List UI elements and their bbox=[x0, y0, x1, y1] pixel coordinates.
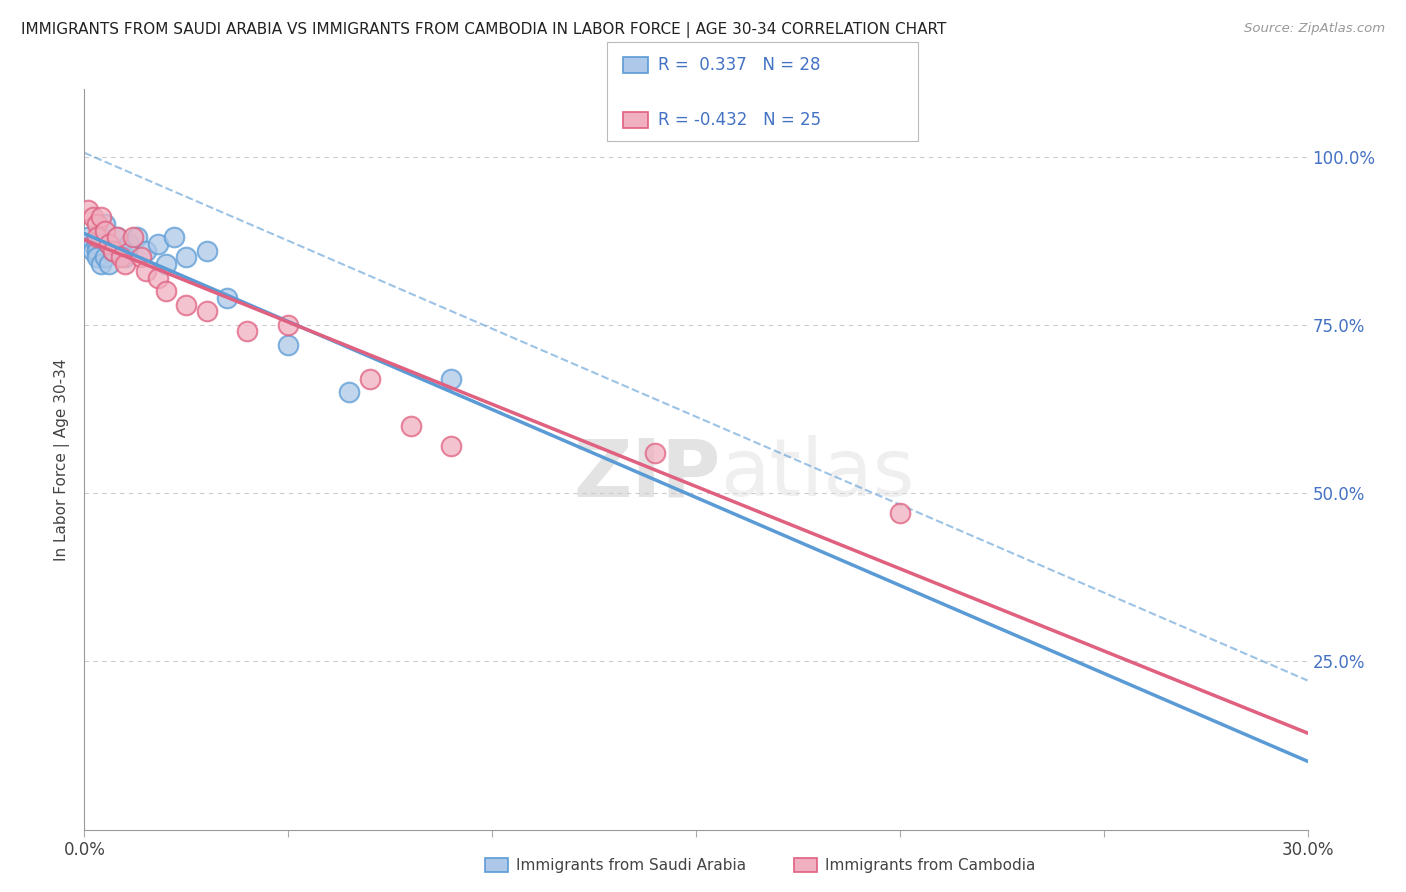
Point bbox=[110, 244, 132, 258]
Point bbox=[155, 284, 177, 298]
Point bbox=[93, 217, 115, 231]
Point bbox=[131, 251, 153, 265]
Point bbox=[440, 439, 463, 453]
Point bbox=[236, 325, 259, 339]
Point bbox=[82, 244, 104, 258]
Point bbox=[146, 270, 169, 285]
Point bbox=[101, 244, 124, 258]
Point bbox=[77, 230, 100, 244]
Point bbox=[135, 264, 157, 278]
Text: Immigrants from Cambodia: Immigrants from Cambodia bbox=[825, 858, 1036, 872]
Point bbox=[127, 230, 149, 244]
Point bbox=[217, 291, 239, 305]
Point bbox=[440, 371, 463, 385]
Text: R =  0.337   N = 28: R = 0.337 N = 28 bbox=[658, 56, 821, 74]
Text: R = -0.432   N = 25: R = -0.432 N = 25 bbox=[658, 111, 821, 128]
Point bbox=[86, 251, 108, 265]
Point bbox=[889, 506, 911, 520]
Point bbox=[277, 318, 299, 332]
Point bbox=[86, 237, 108, 252]
Point bbox=[110, 251, 132, 265]
Point bbox=[93, 223, 115, 237]
Y-axis label: In Labor Force | Age 30-34: In Labor Force | Age 30-34 bbox=[55, 358, 70, 561]
Text: atlas: atlas bbox=[720, 435, 915, 513]
Point bbox=[174, 251, 197, 265]
Point bbox=[105, 230, 128, 244]
Point bbox=[135, 244, 157, 258]
Point bbox=[195, 304, 218, 318]
Point bbox=[339, 385, 361, 400]
Point bbox=[146, 237, 169, 252]
Point bbox=[90, 210, 112, 224]
Point bbox=[359, 371, 381, 385]
Point bbox=[77, 203, 100, 218]
Point bbox=[101, 244, 124, 258]
Text: Immigrants from Saudi Arabia: Immigrants from Saudi Arabia bbox=[516, 858, 747, 872]
Point bbox=[118, 237, 141, 252]
Point bbox=[105, 230, 128, 244]
Point bbox=[86, 217, 108, 231]
Point bbox=[82, 210, 104, 224]
Point bbox=[86, 244, 108, 258]
Point bbox=[155, 257, 177, 271]
Point bbox=[277, 338, 299, 352]
Point bbox=[114, 257, 136, 271]
Text: ZIP: ZIP bbox=[574, 435, 720, 513]
Point bbox=[97, 257, 120, 271]
Point bbox=[114, 251, 136, 265]
Point bbox=[163, 230, 186, 244]
Point bbox=[122, 230, 145, 244]
Point bbox=[97, 237, 120, 252]
Point bbox=[174, 297, 197, 311]
Text: Source: ZipAtlas.com: Source: ZipAtlas.com bbox=[1244, 22, 1385, 36]
Point bbox=[399, 418, 422, 433]
Point bbox=[644, 445, 666, 459]
Point bbox=[97, 237, 120, 252]
Point bbox=[86, 230, 108, 244]
Point bbox=[90, 257, 112, 271]
Text: IMMIGRANTS FROM SAUDI ARABIA VS IMMIGRANTS FROM CAMBODIA IN LABOR FORCE | AGE 30: IMMIGRANTS FROM SAUDI ARABIA VS IMMIGRAN… bbox=[21, 22, 946, 38]
Point bbox=[93, 251, 115, 265]
Point bbox=[195, 244, 218, 258]
Point bbox=[90, 230, 112, 244]
Point bbox=[82, 237, 104, 252]
